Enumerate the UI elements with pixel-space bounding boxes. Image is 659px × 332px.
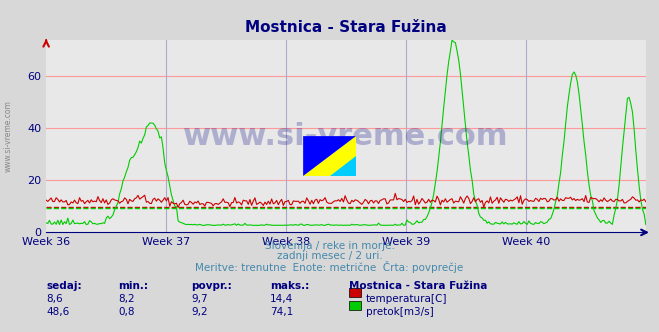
Text: 8,2: 8,2 (119, 294, 135, 304)
Text: zadnji mesec / 2 uri.: zadnji mesec / 2 uri. (277, 251, 382, 261)
Text: 0,8: 0,8 (119, 307, 135, 317)
Text: maks.:: maks.: (270, 281, 310, 290)
Text: min.:: min.: (119, 281, 149, 290)
Text: Meritve: trenutne  Enote: metrične  Črta: povprečje: Meritve: trenutne Enote: metrične Črta: … (195, 261, 464, 273)
Text: 14,4: 14,4 (270, 294, 293, 304)
Text: 48,6: 48,6 (46, 307, 69, 317)
Title: Mostnica - Stara Fužina: Mostnica - Stara Fužina (245, 20, 447, 35)
Text: Slovenija / reke in morje.: Slovenija / reke in morje. (264, 241, 395, 251)
Text: 8,6: 8,6 (46, 294, 63, 304)
Text: Mostnica - Stara Fužina: Mostnica - Stara Fužina (349, 281, 488, 290)
Text: temperatura[C]: temperatura[C] (366, 294, 447, 304)
Text: 9,2: 9,2 (191, 307, 208, 317)
Polygon shape (330, 156, 356, 176)
Text: 9,7: 9,7 (191, 294, 208, 304)
Text: 74,1: 74,1 (270, 307, 293, 317)
Polygon shape (303, 136, 356, 176)
Text: www.si-vreme.com: www.si-vreme.com (183, 122, 509, 151)
Text: pretok[m3/s]: pretok[m3/s] (366, 307, 434, 317)
Text: www.si-vreme.com: www.si-vreme.com (3, 100, 13, 172)
Text: povpr.:: povpr.: (191, 281, 232, 290)
Text: sedaj:: sedaj: (46, 281, 82, 290)
Polygon shape (303, 136, 356, 176)
